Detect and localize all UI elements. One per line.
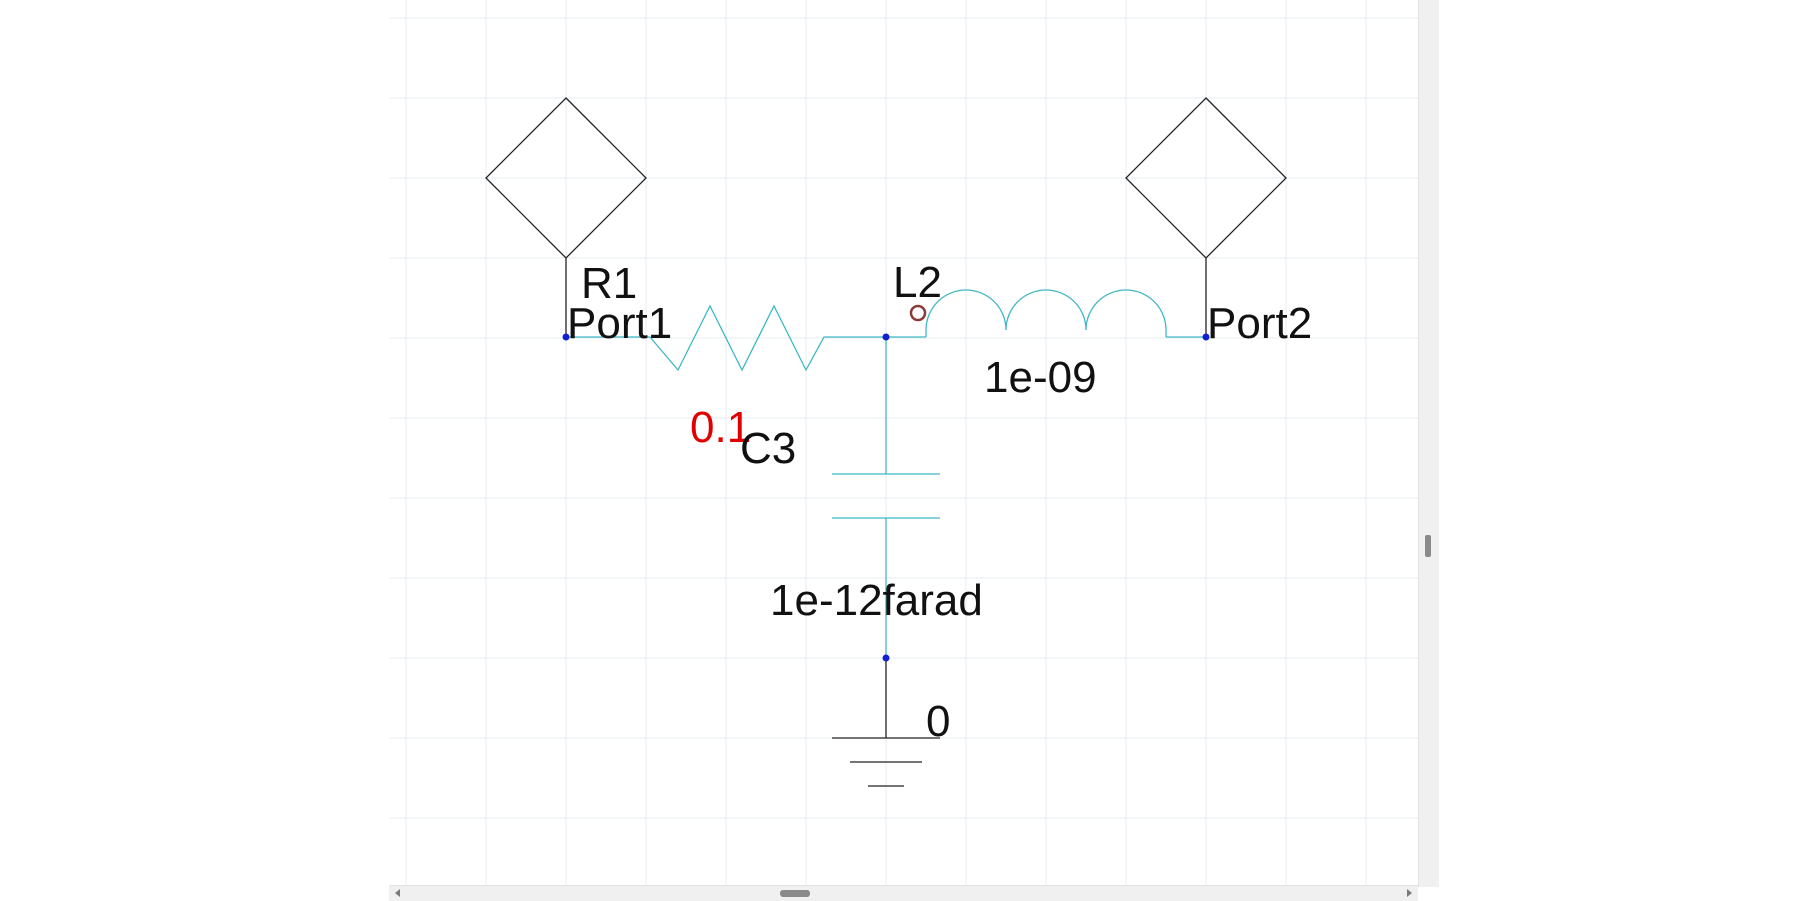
scroll-right-arrow-icon[interactable] [1407, 889, 1412, 897]
resistor-value-label[interactable]: 0.1 [690, 403, 751, 452]
grid [389, 0, 1418, 885]
port1-label[interactable]: Port1 [567, 299, 672, 348]
node-ground [882, 654, 890, 662]
ground-icon[interactable] [832, 658, 940, 787]
port2-label[interactable]: Port2 [1207, 299, 1312, 348]
port1-icon[interactable] [485, 97, 647, 337]
horizontal-scrollbar[interactable] [389, 885, 1418, 901]
node-dots [562, 333, 1210, 662]
resistor-icon[interactable] [566, 304, 886, 372]
inductor-value-label[interactable]: 1e-09 [984, 353, 1097, 402]
ground-label[interactable]: 0 [926, 697, 950, 746]
horizontal-scrollbar-thumb[interactable] [780, 890, 810, 897]
inductor-icon[interactable] [886, 289, 1206, 338]
node-port1 [562, 333, 570, 341]
scroll-left-arrow-icon[interactable] [395, 889, 400, 897]
node-junction [882, 333, 890, 341]
vertical-scrollbar-thumb[interactable] [1425, 535, 1431, 557]
vertical-scrollbar[interactable] [1418, 0, 1439, 887]
inductor-ref-label[interactable]: L2 [893, 258, 942, 307]
node-port2 [1202, 333, 1210, 341]
resistor-ref-label[interactable]: R1 [581, 259, 637, 308]
port2-icon[interactable] [1125, 97, 1287, 337]
capacitor-value-label[interactable]: 1e-12farad [770, 576, 983, 625]
polarity-dot-icon [909, 304, 927, 322]
capacitor-ref-label[interactable]: C3 [740, 424, 796, 473]
capacitor-icon[interactable] [832, 473, 940, 658]
